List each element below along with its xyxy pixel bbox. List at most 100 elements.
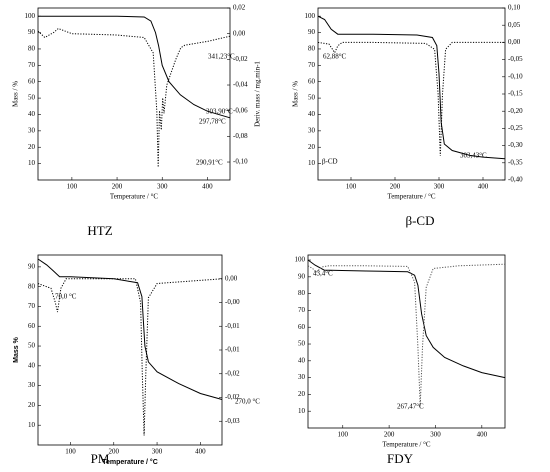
annotation: 297,78°C — [199, 118, 226, 126]
x-tick-label: 400 — [478, 183, 489, 191]
y-tick-label: 100 — [25, 12, 36, 20]
x-tick-label: 200 — [112, 183, 123, 191]
y-tick-label: 70 — [308, 61, 316, 69]
x-tick-label: 300 — [434, 183, 445, 191]
y-tick-label: 50 — [28, 94, 36, 102]
y2-tick-label: -0,25 — [508, 124, 523, 132]
annotation: 62,88°C — [323, 53, 347, 61]
y-tick-label: 70 — [298, 306, 306, 314]
y2-tick-label: 0,00 — [225, 274, 238, 282]
y2-tick-label: 0,05 — [508, 21, 521, 29]
y-tick-label: 50 — [28, 342, 36, 350]
x-tick-label: 200 — [384, 431, 395, 439]
plot-frame — [37, 7, 231, 181]
series-line — [37, 258, 223, 400]
caption: PM — [91, 451, 110, 466]
y2-tick-label: -0,02 — [225, 369, 240, 377]
y2-tick-label: -0,01 — [225, 346, 240, 354]
y2-tick-label: -0,20 — [508, 107, 523, 115]
y-tick-label: 20 — [28, 143, 36, 151]
y2-tick-label: -0,06 — [233, 106, 248, 114]
y-tick-label: 50 — [308, 94, 316, 102]
y2-tick-label: -0,40 — [508, 176, 523, 184]
y-tick-label: 80 — [28, 282, 36, 290]
plot-label: β-CD — [322, 158, 338, 166]
series-line — [37, 27, 231, 168]
y-tick-label: 40 — [28, 361, 36, 369]
y-tick-label: 20 — [298, 390, 306, 398]
y2-tick-label: -0,10 — [233, 158, 248, 166]
y-axis-label: Mass % — [13, 336, 20, 362]
y-tick-label: 80 — [308, 45, 316, 53]
y2-tick-label: 0,00 — [508, 38, 521, 46]
y2-tick-label: -0,35 — [508, 158, 523, 166]
caption: β-CD — [405, 213, 434, 228]
y-tick-label: 30 — [308, 126, 316, 134]
y2-tick-label: -0,01 — [225, 322, 240, 330]
x-tick-label: 300 — [157, 183, 168, 191]
x-tick-label: 100 — [338, 431, 349, 439]
x-axis-label: Temperature / °C — [102, 458, 158, 466]
series-line — [38, 15, 231, 119]
x-tick-label: 100 — [346, 183, 357, 191]
y-tick-label: 90 — [28, 262, 36, 270]
y-tick-label: 60 — [298, 323, 306, 331]
y2-tick-label: -0,30 — [508, 141, 523, 149]
y-tick-label: 10 — [28, 159, 36, 167]
y-tick-label: 30 — [28, 126, 36, 134]
y2-tick-label: 0,00 — [233, 29, 246, 37]
x-tick-label: 400 — [202, 183, 213, 191]
y-tick-label: 10 — [28, 421, 36, 429]
y-tick-label: 10 — [298, 407, 306, 415]
series-line — [307, 263, 506, 407]
y-tick-label: 10 — [308, 159, 316, 167]
series-line — [317, 15, 506, 160]
x-tick-label: 200 — [109, 448, 120, 456]
y-tick-label: 90 — [298, 272, 306, 280]
caption: FDY — [387, 451, 414, 466]
annotation: 43,4°C — [313, 270, 333, 278]
y-tick-label: 20 — [28, 401, 36, 409]
y2-tick-label: 0,02 — [233, 4, 246, 12]
x-tick-label: 100 — [65, 448, 76, 456]
series-line — [307, 259, 506, 379]
y-tick-label: 100 — [305, 12, 316, 20]
y2-tick-label: -0,02 — [233, 55, 248, 63]
y-tick-label: 40 — [28, 110, 36, 118]
y-tick-label: 100 — [295, 256, 306, 264]
y-tick-label: 50 — [298, 340, 306, 348]
annotation: 270,0 °C — [235, 398, 260, 406]
y-tick-label: 30 — [298, 373, 306, 381]
y2-tick-label: -0,03 — [225, 417, 240, 425]
y2-axis-label: Deriv. mass / mg.min-1 — [254, 61, 262, 127]
y-tick-label: 80 — [28, 45, 36, 53]
plot-frame — [307, 254, 506, 429]
series-line — [37, 278, 223, 436]
annotation: 290,91°C — [196, 159, 223, 167]
x-axis-label: Temperature / °C — [382, 441, 431, 449]
y2-tick-label: -0,05 — [508, 55, 523, 63]
x-tick-label: 400 — [477, 431, 488, 439]
y2-tick-label: -0,15 — [508, 90, 523, 98]
y2-tick-label: 0,10 — [508, 4, 521, 12]
annotation: 341,23°C — [208, 53, 235, 61]
y-tick-label: 60 — [308, 77, 316, 85]
y-tick-label: 30 — [28, 381, 36, 389]
annotation: 267,47°C — [397, 403, 424, 411]
y-tick-label: 60 — [28, 322, 36, 330]
series-line — [317, 41, 505, 156]
y-tick-label: 40 — [298, 356, 306, 364]
x-tick-label: 300 — [430, 431, 441, 439]
x-axis-label: Temperature / °C — [387, 193, 436, 201]
y-tick-label: 70 — [28, 61, 36, 69]
y-tick-label: 90 — [308, 28, 316, 36]
y-tick-label: 90 — [28, 28, 36, 36]
y2-tick-label: -0,08 — [233, 132, 248, 140]
x-tick-label: 300 — [152, 448, 163, 456]
annotation: 303,90°C — [206, 108, 233, 116]
y-tick-label: 80 — [298, 289, 306, 297]
y-axis-label: Mass / % — [12, 81, 20, 107]
y-tick-label: 70 — [28, 302, 36, 310]
x-tick-label: 200 — [390, 183, 401, 191]
